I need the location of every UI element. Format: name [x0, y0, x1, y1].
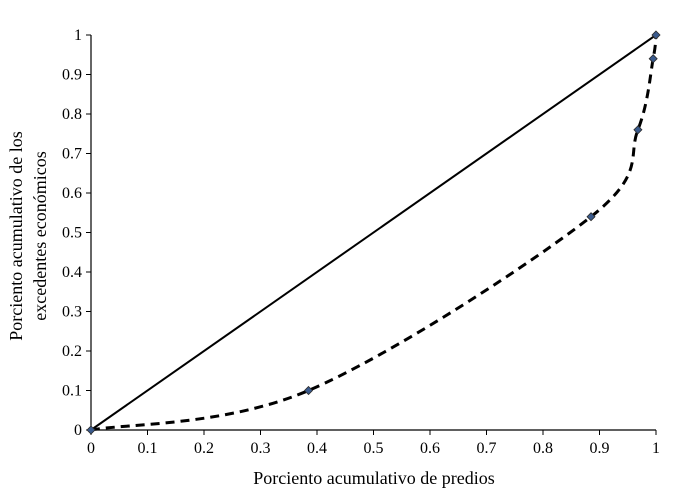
series-layer [86, 30, 661, 435]
x-tick-label: 0.3 [251, 440, 271, 457]
x-tick-label: 0.8 [533, 440, 553, 457]
x-tick-label: 0.6 [420, 440, 440, 457]
x-tick-label: 0.7 [477, 440, 497, 457]
lorenz-curve [90, 34, 658, 432]
y-axis-ticks: 0 0.1 0.2 0.3 0.4 0.5 0.6 0.7 0.8 0.9 1 [62, 27, 91, 439]
data-point-marker [86, 425, 96, 435]
y-axis-title-line-1: Porciento acumulativo de los [6, 131, 26, 340]
y-tick-label: 0.6 [62, 185, 82, 202]
x-tick-label: 1 [652, 440, 660, 457]
data-point-marker [648, 54, 658, 64]
y-tick-label: 0.2 [62, 343, 82, 360]
y-tick-label: 0.1 [62, 383, 82, 400]
x-axis-ticks: 0 0.1 0.2 0.3 0.4 0.5 0.6 0.7 0.8 0.9 1 [87, 430, 660, 457]
y-tick-label: 0.5 [62, 225, 82, 242]
x-tick-label: 0.9 [590, 440, 610, 457]
data-point-marker [586, 212, 596, 222]
y-tick-label: 0 [74, 422, 82, 439]
y-tick-label: 0.9 [62, 67, 82, 84]
x-axis-title: Porciento acumulativo de predios [253, 468, 494, 488]
equality-line [90, 34, 657, 431]
data-point-marker [651, 30, 661, 40]
x-tick-label: 0.5 [364, 440, 384, 457]
y-tick-label: 0.3 [62, 304, 82, 321]
x-tick-label: 0 [87, 440, 95, 457]
y-tick-label: 0.4 [62, 264, 82, 281]
y-axis-title-line-2: excedentes económicos [30, 151, 50, 320]
y-tick-label: 0.8 [62, 106, 82, 123]
y-tick-label: 0.7 [62, 146, 82, 163]
y-tick-label: 1 [74, 27, 82, 44]
data-point-marker [633, 125, 643, 135]
data-point-marker [303, 385, 314, 396]
x-tick-label: 0.4 [307, 440, 327, 457]
x-tick-label: 0.1 [138, 440, 158, 457]
x-tick-label: 0.2 [194, 440, 214, 457]
